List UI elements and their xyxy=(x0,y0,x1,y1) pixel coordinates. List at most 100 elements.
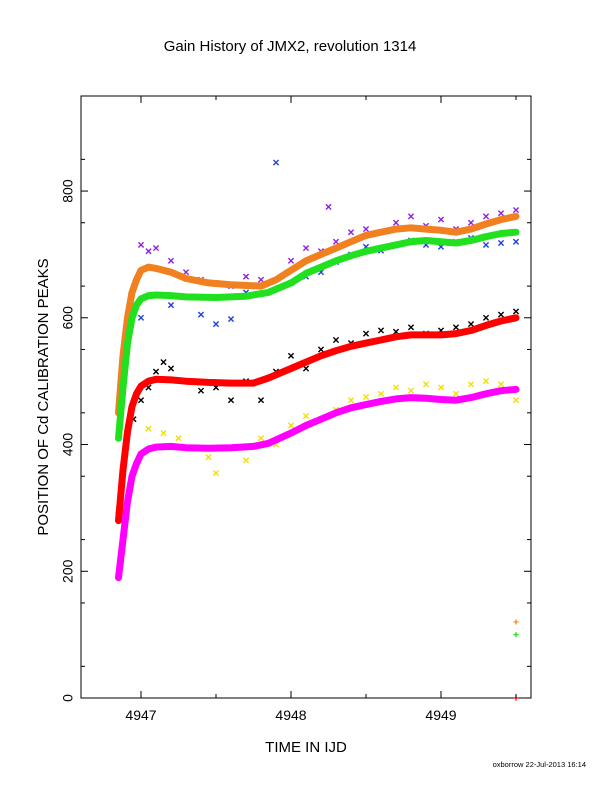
cross-marker xyxy=(160,430,167,437)
smooth-series xyxy=(115,228,520,442)
cross-marker xyxy=(422,381,430,388)
cross-marker xyxy=(197,311,205,318)
cross-marker xyxy=(512,397,520,404)
plus-marker xyxy=(258,283,264,290)
plus-marker xyxy=(483,221,489,228)
plus-marker xyxy=(453,397,459,404)
plus-marker xyxy=(228,281,234,288)
cross-marker xyxy=(362,330,370,337)
plus-marker xyxy=(318,416,324,423)
cross-marker xyxy=(167,365,175,372)
plus-marker xyxy=(333,257,339,264)
plus-marker xyxy=(205,379,212,386)
plus-marker xyxy=(250,380,257,387)
plus-marker xyxy=(124,498,131,505)
plus-marker xyxy=(393,226,399,233)
plus-marker xyxy=(498,216,504,223)
cross-marker xyxy=(137,241,145,249)
scatter-series xyxy=(115,308,520,518)
chart-marks xyxy=(115,159,520,701)
plus-marker xyxy=(138,267,144,274)
plus-marker xyxy=(363,232,369,239)
plus-marker xyxy=(393,241,399,248)
cross-marker xyxy=(512,238,520,245)
plus-marker xyxy=(129,403,135,410)
plus-marker xyxy=(153,265,159,272)
plus-marker xyxy=(363,340,369,347)
plus-marker xyxy=(453,330,459,337)
plus-marker xyxy=(138,295,144,302)
cross-marker xyxy=(482,314,490,321)
plus-marker xyxy=(393,395,399,402)
plus-marker xyxy=(120,384,126,391)
plus-marker xyxy=(483,390,489,397)
plus-marker xyxy=(333,347,339,354)
cross-marker xyxy=(497,239,505,247)
plus-marker xyxy=(138,383,144,390)
plus-marker xyxy=(288,267,294,274)
plus-marker xyxy=(483,322,489,329)
cross-marker xyxy=(242,457,250,464)
cross-marker xyxy=(452,324,460,331)
cross-marker xyxy=(145,425,152,432)
plus-marker xyxy=(183,378,189,385)
plus-marker xyxy=(363,401,369,408)
cross-marker xyxy=(362,393,370,401)
plus-marker xyxy=(423,395,429,402)
smooth-series-line xyxy=(115,385,520,582)
cross-marker xyxy=(497,210,505,217)
plus-marker xyxy=(333,245,339,252)
plus-marker xyxy=(438,227,444,234)
cross-marker xyxy=(137,397,145,404)
plus-marker xyxy=(115,574,122,581)
plus-marker xyxy=(423,226,429,233)
plus-marker xyxy=(408,238,414,245)
plus-marker xyxy=(303,257,309,264)
cross-marker xyxy=(302,365,310,372)
plus-marker xyxy=(129,314,135,321)
plus-marker xyxy=(483,233,489,240)
cross-marker xyxy=(512,308,520,315)
plus-marker xyxy=(228,444,234,451)
plus-marker xyxy=(265,289,272,296)
plus-marker xyxy=(265,440,272,447)
plus-marker xyxy=(129,289,135,296)
plus-marker xyxy=(378,398,384,405)
cross-marker xyxy=(257,397,265,404)
plus-marker xyxy=(438,331,444,338)
y-tick-label: 600 xyxy=(60,306,76,330)
cross-marker xyxy=(287,422,295,429)
scatter-series xyxy=(513,632,519,638)
plus-marker xyxy=(183,293,189,300)
plus-marker xyxy=(303,270,309,277)
plus-marker xyxy=(168,269,174,276)
plus-marker xyxy=(243,293,249,300)
plus-marker xyxy=(408,224,414,231)
plus-marker xyxy=(363,248,369,255)
x-tick-label: 4949 xyxy=(425,707,456,723)
plus-marker xyxy=(378,245,384,252)
plus-marker xyxy=(423,331,429,338)
cross-marker xyxy=(362,225,370,233)
plus-marker xyxy=(145,445,152,452)
cross-marker xyxy=(332,238,340,245)
smooth-series xyxy=(115,385,520,582)
plus-marker xyxy=(168,376,174,383)
plus-marker xyxy=(153,291,159,298)
y-tick-label: 200 xyxy=(60,559,76,583)
cross-marker xyxy=(467,321,475,328)
plus-marker xyxy=(145,292,152,299)
plus-marker xyxy=(453,229,459,236)
plus-marker xyxy=(145,378,152,385)
plus-marker xyxy=(453,240,459,247)
plus-marker xyxy=(423,237,429,244)
cross-marker xyxy=(377,390,385,397)
plus-marker xyxy=(273,276,279,283)
cross-marker xyxy=(257,276,265,283)
plus-marker xyxy=(153,376,159,383)
cross-marker xyxy=(437,384,445,391)
plus-marker xyxy=(513,213,519,220)
cross-marker xyxy=(437,216,445,223)
cross-marker xyxy=(175,435,182,442)
